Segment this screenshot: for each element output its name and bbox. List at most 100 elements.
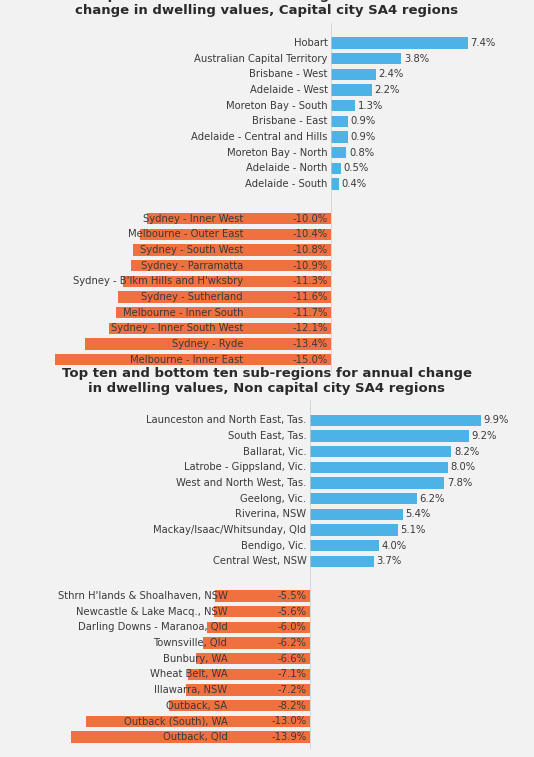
Text: Adelaide - Central and Hills: Adelaide - Central and Hills <box>191 132 328 142</box>
Bar <box>310 525 398 536</box>
Text: Sydney - Sutherland: Sydney - Sutherland <box>142 292 243 302</box>
Text: -8.2%: -8.2% <box>278 700 307 711</box>
Bar <box>332 69 375 80</box>
Text: Bendigo, Vic.: Bendigo, Vic. <box>241 540 307 551</box>
Bar <box>85 338 332 350</box>
Bar <box>147 213 332 224</box>
Text: -10.0%: -10.0% <box>293 213 328 223</box>
Text: -6.2%: -6.2% <box>278 638 307 648</box>
Text: -7.1%: -7.1% <box>278 669 307 679</box>
Bar <box>310 478 444 489</box>
Text: Sydney - Parramatta: Sydney - Parramatta <box>141 260 243 270</box>
Text: Wheat Belt, WA: Wheat Belt, WA <box>150 669 227 679</box>
Text: 9.9%: 9.9% <box>483 416 508 425</box>
Bar <box>203 637 310 649</box>
Text: Sydney - Inner West: Sydney - Inner West <box>143 213 243 223</box>
Text: -10.4%: -10.4% <box>293 229 328 239</box>
Text: Melbourne - Inner South: Melbourne - Inner South <box>123 307 243 317</box>
Text: 7.8%: 7.8% <box>447 478 472 488</box>
Text: Illawarra, NSW: Illawarra, NSW <box>154 685 227 695</box>
Text: 8.2%: 8.2% <box>454 447 479 456</box>
Bar <box>86 715 310 727</box>
Text: Outback, Qld: Outback, Qld <box>162 732 227 742</box>
Bar <box>188 668 310 680</box>
Bar <box>310 446 451 457</box>
Text: Riverina, NSW: Riverina, NSW <box>235 509 307 519</box>
Text: Brisbane - West: Brisbane - West <box>249 70 328 79</box>
Bar <box>131 260 332 271</box>
Text: South East, Tas.: South East, Tas. <box>228 431 307 441</box>
Text: Townsville, Qld: Townsville, Qld <box>153 638 227 648</box>
Text: Sydney - Inner South West: Sydney - Inner South West <box>111 323 243 333</box>
Bar <box>132 245 332 256</box>
Text: -11.6%: -11.6% <box>293 292 328 302</box>
Text: 2.2%: 2.2% <box>375 85 400 95</box>
Text: Sydney - B'lkm Hills and H'wksbry: Sydney - B'lkm Hills and H'wksbry <box>73 276 243 286</box>
Text: 3.8%: 3.8% <box>404 54 429 64</box>
Text: 6.2%: 6.2% <box>419 494 445 503</box>
Bar <box>118 291 332 303</box>
Text: Melbourne - Outer East: Melbourne - Outer East <box>128 229 243 239</box>
Bar <box>310 493 417 504</box>
Text: -15.0%: -15.0% <box>293 354 328 365</box>
Text: -13.0%: -13.0% <box>271 716 307 726</box>
Text: Sydney - Ryde: Sydney - Ryde <box>171 339 243 349</box>
Bar <box>332 116 348 127</box>
Text: -13.4%: -13.4% <box>293 339 328 349</box>
Text: Bunbury, WA: Bunbury, WA <box>163 653 227 664</box>
Text: Australian Capital Territory: Australian Capital Territory <box>194 54 328 64</box>
Text: 2.4%: 2.4% <box>379 70 404 79</box>
Bar <box>169 700 310 711</box>
Bar <box>108 322 332 334</box>
Text: 0.9%: 0.9% <box>351 117 376 126</box>
Text: Moreton Bay - North: Moreton Bay - North <box>227 148 328 157</box>
Text: Melbourne - Inner East: Melbourne - Inner East <box>130 354 243 365</box>
Text: Adelaide - North: Adelaide - North <box>246 164 328 173</box>
Text: Brisbane - East: Brisbane - East <box>253 117 328 126</box>
Bar <box>332 85 372 95</box>
Text: -5.5%: -5.5% <box>278 591 307 601</box>
Text: Darling Downs - Maranoa, Qld: Darling Downs - Maranoa, Qld <box>77 622 227 632</box>
Text: 0.5%: 0.5% <box>343 164 368 173</box>
Bar <box>116 307 332 318</box>
Bar <box>55 354 332 365</box>
Text: 7.4%: 7.4% <box>470 38 496 48</box>
Bar <box>310 556 374 567</box>
Text: 9.2%: 9.2% <box>471 431 497 441</box>
Text: West and North West, Tas.: West and North West, Tas. <box>176 478 307 488</box>
Text: 0.9%: 0.9% <box>351 132 376 142</box>
Bar <box>310 540 379 551</box>
Bar <box>207 621 310 633</box>
Bar <box>310 509 403 520</box>
Text: 0.4%: 0.4% <box>342 179 367 189</box>
Bar <box>186 684 310 696</box>
Bar <box>310 415 481 426</box>
Bar <box>310 431 468 442</box>
Text: -11.7%: -11.7% <box>293 307 328 317</box>
Text: 0.8%: 0.8% <box>349 148 374 157</box>
Text: Outback, SA: Outback, SA <box>166 700 227 711</box>
Bar <box>332 100 356 111</box>
Text: Sydney - South West: Sydney - South West <box>140 245 243 255</box>
Text: 5.4%: 5.4% <box>406 509 431 519</box>
Bar <box>140 229 332 240</box>
Text: Newcastle & Lake Macq., NSW: Newcastle & Lake Macq., NSW <box>76 606 227 616</box>
Text: Outback (South), WA: Outback (South), WA <box>123 716 227 726</box>
Bar <box>197 653 310 664</box>
Text: Moreton Bay - South: Moreton Bay - South <box>226 101 328 111</box>
Text: Geelong, Vic.: Geelong, Vic. <box>240 494 307 503</box>
Text: Mackay/Isaac/Whitsunday, Qld: Mackay/Isaac/Whitsunday, Qld <box>153 525 307 535</box>
Text: Sthrn H'lands & Shoalhaven, NSW: Sthrn H'lands & Shoalhaven, NSW <box>58 591 227 601</box>
Bar <box>70 731 310 743</box>
Bar <box>332 37 468 48</box>
Text: -11.3%: -11.3% <box>293 276 328 286</box>
Text: -6.6%: -6.6% <box>278 653 307 664</box>
Bar <box>332 53 402 64</box>
Bar <box>332 179 339 190</box>
Text: 5.1%: 5.1% <box>400 525 426 535</box>
Text: Adelaide - South: Adelaide - South <box>246 179 328 189</box>
Text: -13.9%: -13.9% <box>271 732 307 742</box>
Text: Launceston and North East, Tas.: Launceston and North East, Tas. <box>146 416 307 425</box>
Text: Latrobe - Gippsland, Vic.: Latrobe - Gippsland, Vic. <box>184 463 307 472</box>
Text: Ballarat, Vic.: Ballarat, Vic. <box>243 447 307 456</box>
